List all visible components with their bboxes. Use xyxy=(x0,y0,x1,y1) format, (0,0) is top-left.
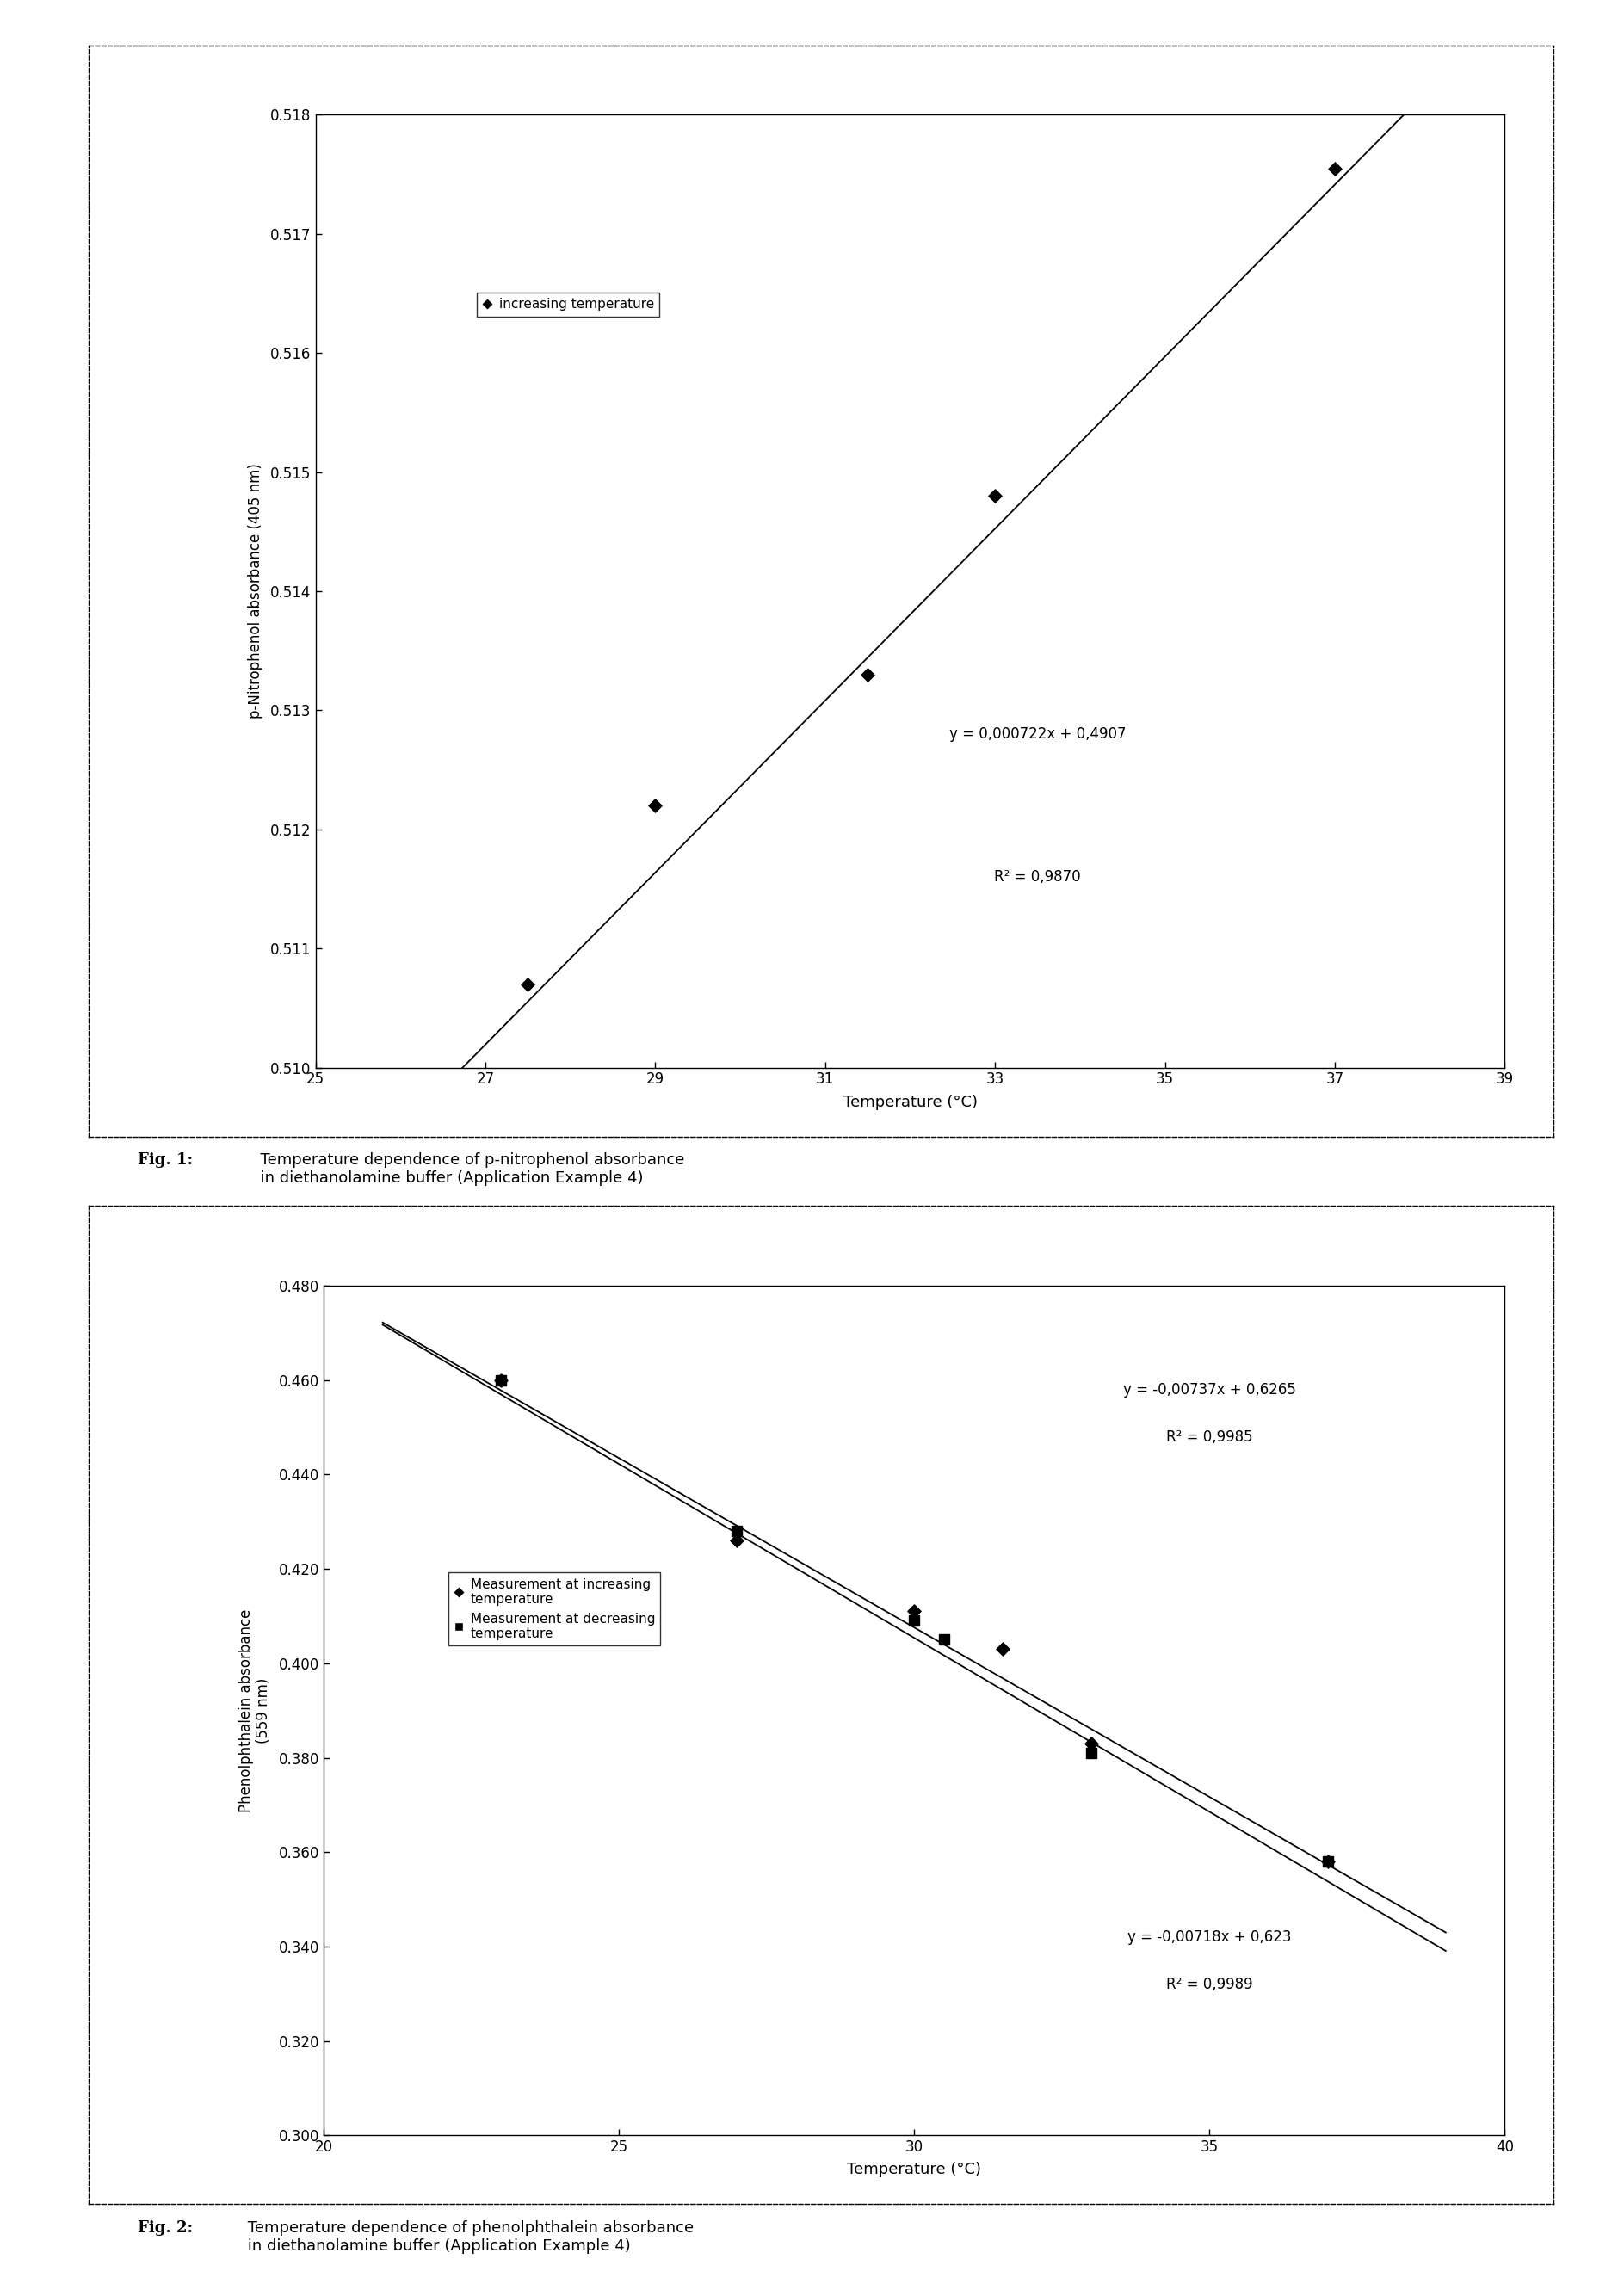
Point xyxy=(1322,149,1348,186)
Point xyxy=(487,1362,513,1398)
Point xyxy=(1314,1844,1340,1880)
Text: R² = 0,9870: R² = 0,9870 xyxy=(993,870,1081,884)
Text: y = 0,000722x + 0,4907: y = 0,000722x + 0,4907 xyxy=(950,726,1126,742)
Legend: Measurement at increasing
temperature, Measurement at decreasing
temperature: Measurement at increasing temperature, M… xyxy=(448,1573,660,1646)
Point xyxy=(642,788,668,824)
Legend: increasing temperature: increasing temperature xyxy=(477,294,660,317)
Point xyxy=(901,1593,927,1630)
Point xyxy=(854,657,880,693)
Text: y = -0,00737x + 0,6265: y = -0,00737x + 0,6265 xyxy=(1123,1382,1296,1398)
Point xyxy=(1314,1844,1340,1880)
Text: Fig. 2:: Fig. 2: xyxy=(138,2220,193,2236)
Text: Temperature dependence of phenolphthalein absorbance
 in diethanolamine buffer (: Temperature dependence of phenolphthalei… xyxy=(243,2220,694,2255)
Point xyxy=(930,1621,956,1658)
Point xyxy=(982,478,1008,514)
Point xyxy=(1078,1736,1103,1773)
Point xyxy=(723,1522,749,1559)
Point xyxy=(1078,1724,1103,1761)
Point xyxy=(901,1603,927,1639)
Point xyxy=(487,1362,513,1398)
X-axis label: Temperature (°C): Temperature (°C) xyxy=(848,2163,981,2177)
Text: Fig. 1:: Fig. 1: xyxy=(138,1153,193,1169)
Point xyxy=(723,1513,749,1550)
Point xyxy=(990,1630,1016,1667)
Y-axis label: Phenolphthalein absorbance
(559 nm): Phenolphthalein absorbance (559 nm) xyxy=(238,1609,272,1812)
X-axis label: Temperature (°C): Temperature (°C) xyxy=(843,1095,977,1109)
Text: R² = 0,9985: R² = 0,9985 xyxy=(1167,1428,1252,1444)
Text: y = -0,00718x + 0,623: y = -0,00718x + 0,623 xyxy=(1128,1929,1291,1945)
Text: R² = 0,9989: R² = 0,9989 xyxy=(1167,1977,1252,1993)
Y-axis label: p-Nitrophenol absorbance (405 nm): p-Nitrophenol absorbance (405 nm) xyxy=(248,464,264,719)
Point xyxy=(515,967,540,1003)
Text: Temperature dependence of p-nitrophenol absorbance
  in diethanolamine buffer (A: Temperature dependence of p-nitrophenol … xyxy=(251,1153,684,1187)
